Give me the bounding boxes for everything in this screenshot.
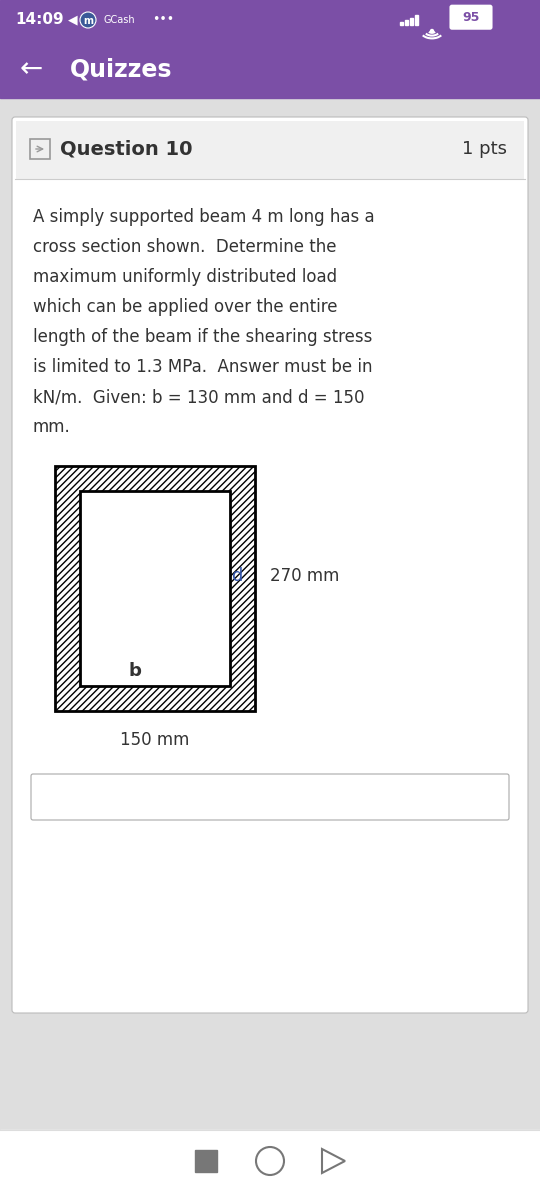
Bar (0, 40, 540, 98)
Text: 1 pts: 1 pts (462, 140, 507, 158)
Bar (0, 0, 540, 40)
Text: mm.: mm. (33, 418, 71, 436)
Bar (405, 20, 408, 25)
Bar (415, 14, 418, 25)
Text: b: b (129, 662, 141, 680)
FancyBboxPatch shape (31, 774, 509, 820)
Text: 270 mm: 270 mm (270, 568, 339, 586)
Text: Quizzes: Quizzes (70, 56, 172, 80)
Text: ←: ← (20, 55, 43, 83)
Text: 95: 95 (462, 11, 480, 24)
Bar (400, 22, 403, 25)
Circle shape (80, 12, 96, 28)
Text: length of the beam if the shearing stress: length of the beam if the shearing stres… (33, 328, 373, 346)
Bar (195, 1150, 217, 1172)
Text: GCash: GCash (104, 14, 136, 25)
Text: Question 10: Question 10 (60, 139, 192, 158)
Text: kN/m.  Given: b = 130 mm and d = 150: kN/m. Given: b = 130 mm and d = 150 (33, 388, 365, 406)
Text: 150 mm: 150 mm (120, 731, 190, 749)
Text: m: m (83, 16, 93, 25)
Text: d: d (232, 568, 244, 586)
Bar (0, 1130, 540, 1200)
Text: 14:09: 14:09 (15, 12, 64, 28)
FancyBboxPatch shape (12, 116, 528, 1013)
Text: maximum uniformly distributed load: maximum uniformly distributed load (33, 268, 337, 286)
Bar (55, 466, 255, 710)
Bar (30, 139, 50, 158)
Text: A simply supported beam 4 m long has a: A simply supported beam 4 m long has a (33, 208, 375, 226)
Text: cross section shown.  Determine the: cross section shown. Determine the (33, 238, 336, 256)
Bar (16, 121, 524, 179)
Text: ◀: ◀ (68, 13, 78, 26)
Text: which can be applied over the entire: which can be applied over the entire (33, 298, 338, 316)
FancyBboxPatch shape (450, 6, 491, 29)
Circle shape (430, 30, 434, 32)
Text: •••: ••• (152, 13, 174, 26)
Text: is limited to 1.3 MPa.  Answer must be in: is limited to 1.3 MPa. Answer must be in (33, 358, 373, 376)
Bar (80, 491, 230, 686)
Bar (410, 18, 413, 25)
